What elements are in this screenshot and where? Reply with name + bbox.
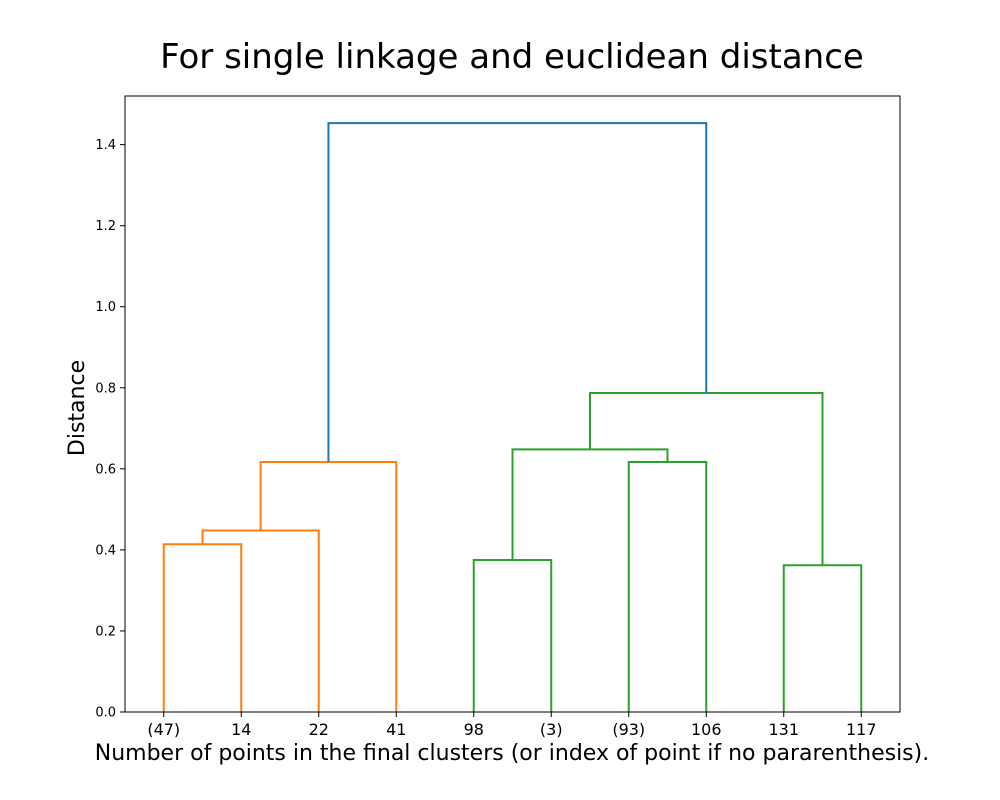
y-tick-label: 1.4	[95, 138, 116, 153]
x-tick-label: (3)	[540, 720, 563, 739]
dendrogram-link-1	[162, 543, 243, 712]
y-tick-label: 0.0	[95, 706, 116, 721]
x-tick-label: 131	[768, 720, 799, 739]
chart-title: For single linkage and euclidean distanc…	[160, 37, 864, 77]
x-tick-label: (93)	[612, 720, 645, 739]
dendrogram-link-4	[472, 559, 553, 712]
y-tick-label: 1.2	[95, 219, 116, 234]
dendrogram-link-2	[201, 529, 320, 712]
y-tick-label: 0.4	[95, 543, 116, 558]
x-tick-label: 22	[309, 720, 329, 739]
x-tick-label: 117	[846, 720, 877, 739]
dendrogram-links	[162, 122, 863, 712]
dendrogram-link-5	[627, 460, 708, 712]
x-tick-label: 41	[386, 720, 406, 739]
y-tick-label: 0.2	[95, 624, 116, 639]
y-tick-label: 0.6	[95, 462, 116, 477]
y-tick-label: 0.8	[95, 381, 116, 396]
x-axis-label: Number of points in the final clusters (…	[95, 741, 929, 766]
y-tick-label: 1.0	[95, 300, 116, 315]
x-tick-label: 106	[691, 720, 722, 739]
dendrogram-link-6	[511, 448, 669, 561]
x-tick-label: 98	[464, 720, 484, 739]
dendrogram-link-9	[327, 122, 708, 462]
dendrogram-link-8	[589, 392, 824, 566]
dendrogram-link-3	[259, 460, 398, 712]
y-axis-ticks: 0.0 0.2 0.4 0.6 0.8 1.0 1.2 1.4	[95, 138, 125, 721]
dendrogram-link-7	[782, 564, 863, 712]
y-axis-label: Distance	[65, 360, 90, 456]
x-axis-ticks: (47) 14 22 41 98 (3) (93) 106 131 117	[147, 712, 877, 739]
plot-frame	[124, 95, 901, 713]
x-tick-label: (47)	[147, 720, 180, 739]
x-tick-label: 14	[231, 720, 251, 739]
